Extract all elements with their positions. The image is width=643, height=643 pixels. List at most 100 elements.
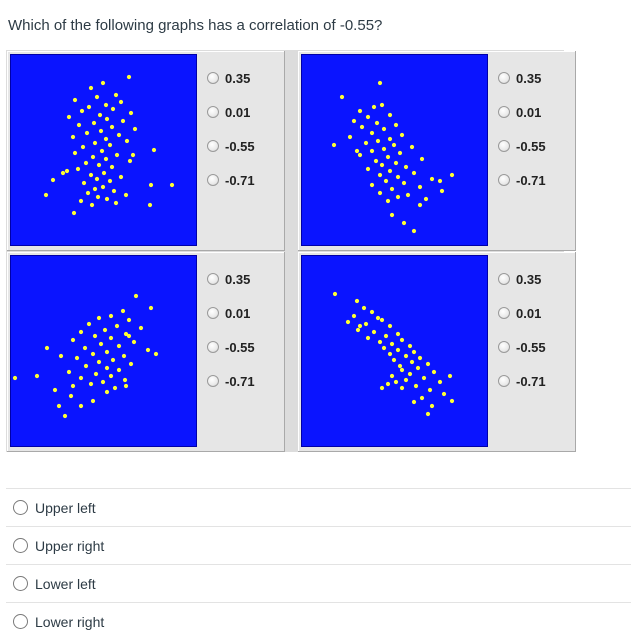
scatter-point (102, 327, 108, 333)
scatter-point (138, 325, 144, 331)
scatter-point (126, 74, 132, 80)
scatter-point (75, 166, 81, 172)
plot-option-label: 0.01 (225, 305, 251, 321)
radio-icon[interactable] (207, 375, 219, 387)
scatter-point (437, 178, 443, 184)
radio-icon[interactable] (207, 307, 219, 319)
scatter-point (116, 367, 122, 373)
scatter-point (90, 351, 96, 357)
scatter-point (401, 180, 407, 186)
radio-icon[interactable] (207, 341, 219, 353)
plot-option[interactable]: 0.35 (498, 262, 546, 296)
radio-icon[interactable] (498, 72, 510, 84)
scatter-point (399, 367, 405, 373)
scatter-point (64, 168, 70, 174)
scatter-point (355, 327, 361, 333)
radio-icon[interactable] (207, 140, 219, 152)
scatter-point (104, 116, 110, 122)
scatter-point (354, 298, 360, 304)
scatter-point (413, 383, 419, 389)
scatter-point (332, 291, 338, 297)
scatter-point (439, 188, 445, 194)
plot-option[interactable]: -0.71 (498, 364, 546, 398)
radio-icon[interactable] (498, 106, 510, 118)
scatter-point (357, 108, 363, 114)
scatter-point (68, 393, 74, 399)
plot-option[interactable]: -0.55 (498, 330, 546, 364)
answer-lower-left[interactable]: Lower left (6, 564, 631, 602)
radio-icon[interactable] (498, 341, 510, 353)
scatter-point (391, 142, 397, 148)
plot-option[interactable]: 0.35 (498, 61, 546, 95)
scatter-point (365, 166, 371, 172)
answer-lower-right[interactable]: Lower right (6, 602, 631, 640)
scatter-point (361, 305, 367, 311)
scatter-point (114, 323, 120, 329)
scatter-point (423, 196, 429, 202)
radio-icon[interactable] (498, 273, 510, 285)
scatter-point (411, 349, 417, 355)
scatter-point (148, 182, 154, 188)
scatter-point (387, 136, 393, 142)
plot-option[interactable]: -0.71 (498, 163, 546, 197)
scatter-point (109, 164, 115, 170)
scatter-point (100, 379, 106, 385)
plot-option[interactable]: 0.35 (207, 61, 255, 95)
scatter-plot-upper-right (301, 54, 488, 246)
plot-option[interactable]: -0.55 (207, 330, 255, 364)
scatter-point (147, 202, 153, 208)
plot-option[interactable]: -0.71 (207, 163, 255, 197)
scatter-point (395, 347, 401, 353)
scatter-point (130, 152, 136, 158)
plot-option[interactable]: 0.35 (207, 262, 255, 296)
radio-icon[interactable] (498, 375, 510, 387)
plot-options: 0.35 0.01 -0.55 -0.71 (207, 262, 255, 398)
scatter-point (78, 329, 84, 335)
scatter-point (395, 194, 401, 200)
scatter-point (82, 345, 88, 351)
radio-icon[interactable] (207, 174, 219, 186)
scatter-point (383, 178, 389, 184)
scatter-point (385, 154, 391, 160)
answer-upper-right[interactable]: Upper right (6, 526, 631, 564)
scatter-point (96, 315, 102, 321)
plot-option[interactable]: 0.01 (498, 95, 546, 129)
scatter-point (381, 126, 387, 132)
scatter-point (52, 387, 58, 393)
radio-icon[interactable] (498, 307, 510, 319)
plot-option[interactable]: 0.01 (498, 296, 546, 330)
scatter-point (88, 85, 94, 91)
plot-option-label: 0.01 (225, 104, 251, 120)
plot-option[interactable]: -0.55 (498, 129, 546, 163)
scatter-point (97, 112, 103, 118)
radio-icon[interactable] (13, 538, 28, 553)
plot-option[interactable]: 0.01 (207, 296, 255, 330)
radio-icon[interactable] (207, 273, 219, 285)
plot-option[interactable]: 0.01 (207, 95, 255, 129)
radio-icon[interactable] (498, 174, 510, 186)
scatter-point (405, 192, 411, 198)
scatter-point (66, 369, 72, 375)
plot-option-label: -0.55 (225, 339, 255, 355)
scatter-point (397, 150, 403, 156)
graph-cell-upper-left: 0.35 0.01 -0.55 -0.71 (7, 51, 285, 251)
radio-icon[interactable] (207, 106, 219, 118)
scatter-point (128, 361, 134, 367)
radio-icon[interactable] (13, 576, 28, 591)
scatter-point (395, 331, 401, 337)
scatter-point (145, 347, 151, 353)
scatter-point (447, 373, 453, 379)
radio-icon[interactable] (13, 500, 28, 515)
plot-option[interactable]: -0.71 (207, 364, 255, 398)
radio-icon[interactable] (13, 614, 28, 629)
plot-option-label: -0.71 (516, 172, 546, 188)
answer-upper-left[interactable]: Upper left (6, 488, 631, 526)
radio-icon[interactable] (498, 140, 510, 152)
answer-label: Upper right (35, 537, 105, 554)
scatter-point (385, 381, 391, 387)
scatter-point (100, 80, 106, 86)
plot-option[interactable]: -0.55 (207, 129, 255, 163)
radio-icon[interactable] (207, 72, 219, 84)
scatter-point (107, 178, 113, 184)
scatter-point (94, 176, 100, 182)
